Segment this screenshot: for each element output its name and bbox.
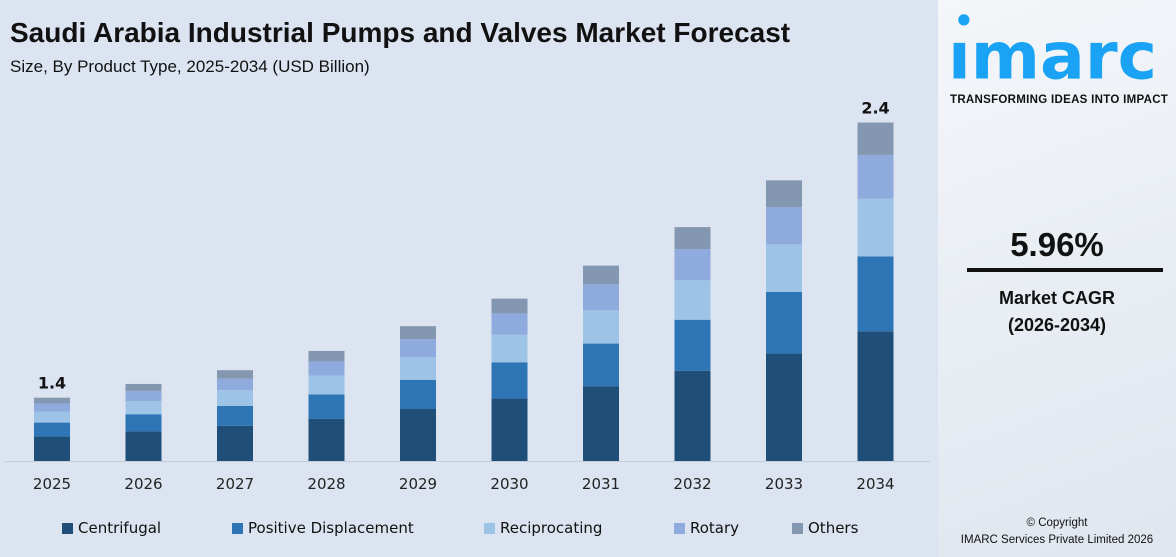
- bar-segment-rotary-2032: [674, 249, 711, 281]
- cagr-label: Market CAGR (2026-2034): [938, 285, 1176, 339]
- x-tick-label: 2027: [216, 475, 254, 493]
- cagr-value: 5.96%: [1010, 226, 1104, 263]
- tagline: TRANSFORMING IDEAS INTO IMPACT: [950, 94, 1169, 106]
- bar-segment-positive-displacement-2030: [491, 362, 528, 399]
- bar-segment-centrifugal-2029: [400, 409, 436, 461]
- bar-segment-rotary-2029: [400, 339, 436, 358]
- x-tick-label: 2030: [490, 475, 528, 493]
- bar-segment-centrifugal-2033: [766, 353, 802, 461]
- legend-swatch: [674, 522, 685, 534]
- x-tick-label: 2033: [765, 475, 803, 493]
- bar-segment-positive-displacement-2028: [308, 394, 345, 419]
- bar-segment-others-2026: [125, 383, 162, 391]
- stacked-bar-chart: 2025 1.4 2026 2027 2028 2029 2030 2031 2032 2033 2…: [5, 99, 930, 493]
- bar-segment-reciprocating-2032: [674, 280, 711, 320]
- legend-swatch: [484, 522, 495, 534]
- bar-segment-positive-displacement-2029: [400, 379, 436, 410]
- copyright-line2: IMARC Services Private Limited 2026: [960, 534, 1154, 546]
- bar-segment-reciprocating-2030: [491, 334, 528, 363]
- legend-label: Others: [808, 519, 859, 537]
- bar-segment-positive-displacement-2033: [766, 291, 802, 354]
- bar-segment-reciprocating-2025: [34, 411, 70, 423]
- bar-segment-positive-displacement-2025: [34, 422, 70, 437]
- x-tick-label: 2029: [399, 475, 437, 493]
- legend-label: Positive Displacement: [248, 519, 414, 537]
- copyright: © Copyright IMARC Services Private Limit…: [938, 515, 1176, 549]
- legend-item: Reciprocating: [484, 519, 674, 537]
- bar-segment-rotary-2025: [34, 403, 70, 412]
- bar-segment-rotary-2026: [125, 390, 162, 401]
- bar-segment-reciprocating-2034: [857, 198, 894, 257]
- bar-segment-positive-displacement-2031: [583, 343, 619, 387]
- bar-segment-centrifugal-2034: [857, 331, 894, 461]
- bar-segment-rotary-2033: [766, 207, 802, 245]
- x-tick-label: 2032: [673, 475, 711, 493]
- bar-segment-centrifugal-2025: [34, 436, 70, 461]
- chart-title: Saudi Arabia Industrial Pumps and Valves…: [10, 17, 791, 48]
- total-data-label: 2.4: [861, 99, 889, 118]
- svg-text:ımarc: ımarc: [948, 19, 1157, 88]
- copyright-line1: © Copyright: [1026, 517, 1088, 529]
- imarc-logo: ımarc: [948, 14, 1157, 88]
- legend-item: Positive Displacement: [232, 519, 484, 537]
- legend-label: Reciprocating: [500, 519, 603, 537]
- legend-item: Rotary: [674, 519, 792, 537]
- x-tick-label: 2028: [307, 475, 345, 493]
- bar-segment-rotary-2034: [857, 154, 894, 199]
- cagr-label-text: Market CAGR: [998, 288, 1116, 308]
- legend-swatch: [792, 522, 803, 534]
- bar-segment-reciprocating-2029: [400, 357, 436, 380]
- bar-segment-rotary-2031: [583, 284, 619, 311]
- bar-segment-others-2031: [583, 265, 619, 285]
- bar-segment-reciprocating-2028: [308, 375, 345, 395]
- legend-swatch: [62, 522, 73, 534]
- x-tick-label: 2034: [856, 475, 894, 493]
- legend-label: Centrifugal: [78, 519, 162, 537]
- bar-segment-centrifugal-2026: [125, 431, 162, 461]
- side-panel: ımarc TRANSFORMING IDEAS INTO IMPACT 5.9…: [938, 0, 1176, 557]
- bar-segment-centrifugal-2027: [217, 425, 253, 461]
- x-tick-label: 2031: [582, 475, 620, 493]
- bar-segment-others-2029: [400, 326, 436, 340]
- bar-segment-others-2034: [857, 122, 894, 155]
- bar-segment-centrifugal-2028: [308, 418, 345, 461]
- bar-segment-reciprocating-2031: [583, 310, 619, 344]
- x-tick-label: 2026: [124, 475, 162, 493]
- bar-segment-positive-displacement-2032: [674, 319, 711, 371]
- bar-segment-positive-displacement-2034: [857, 256, 894, 332]
- bar-segment-others-2025: [34, 397, 70, 404]
- bar-segment-centrifugal-2030: [491, 398, 528, 461]
- bar-segment-others-2028: [308, 350, 345, 362]
- bar-segment-rotary-2030: [491, 313, 528, 335]
- legend-item: Others: [792, 519, 892, 537]
- cagr-period: (2026-2034): [1007, 315, 1107, 335]
- chart-subtitle: Size, By Product Type, 2025-2034 (USD Bi…: [10, 57, 370, 76]
- divider: [967, 268, 1163, 272]
- bar-segment-others-2027: [217, 370, 253, 379]
- legend-label: Rotary: [690, 519, 740, 537]
- legend: Centrifugal Positive Displacement Reciproc…: [62, 519, 892, 537]
- bar-segment-centrifugal-2032: [674, 370, 711, 461]
- bar-segment-positive-displacement-2026: [125, 414, 162, 432]
- total-data-label: 1.4: [38, 374, 66, 393]
- chart-panel: Saudi Arabia Industrial Pumps and Valves…: [5, 17, 930, 537]
- bar-segment-reciprocating-2026: [125, 400, 162, 415]
- bar-segment-others-2030: [491, 298, 528, 314]
- bar-segment-positive-displacement-2027: [217, 405, 253, 426]
- bar-segment-centrifugal-2031: [583, 386, 619, 461]
- x-tick-label: 2025: [33, 475, 71, 493]
- bar-segment-rotary-2028: [308, 361, 345, 376]
- bar-segment-rotary-2027: [217, 378, 253, 391]
- bar-segment-others-2033: [766, 180, 802, 208]
- bar-segment-others-2032: [674, 227, 711, 250]
- legend-item: Centrifugal: [62, 519, 232, 537]
- bar-segment-reciprocating-2027: [217, 390, 253, 406]
- bar-segment-reciprocating-2033: [766, 244, 802, 292]
- legend-swatch: [232, 522, 243, 534]
